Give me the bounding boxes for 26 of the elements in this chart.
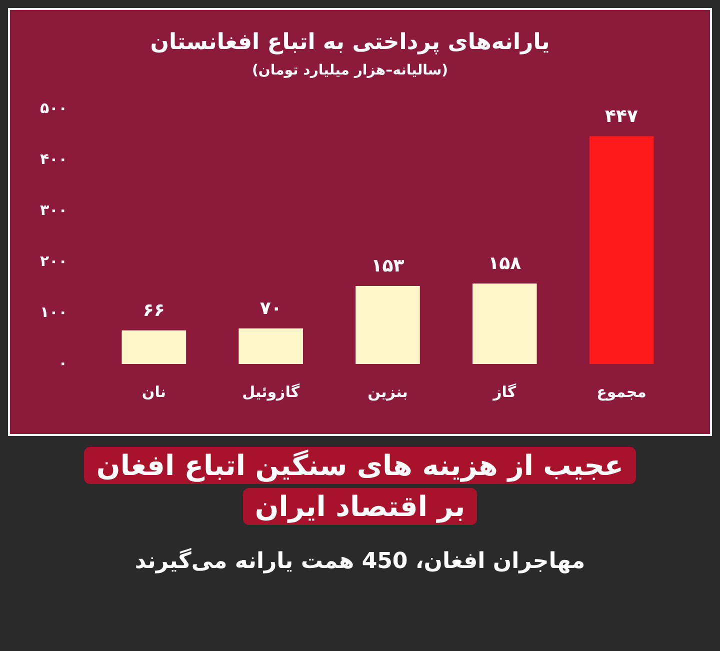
bar: [122, 330, 186, 364]
y-tick-label: ۱۰۰: [40, 302, 68, 321]
bar: [472, 283, 537, 364]
bar: [589, 136, 654, 364]
chart-subtitle: (سالیانه–هزار میلیارد تومان): [252, 62, 448, 78]
bar: [238, 328, 303, 364]
data-label: ۶۶: [142, 300, 165, 322]
data-label: ۴۴۷: [605, 106, 638, 127]
data-label: ۱۵۳: [371, 256, 404, 277]
text: عجیب از هزینه های سنگین اتباع افغان: [84, 447, 636, 484]
text: بر اقتصاد ایران: [242, 488, 478, 525]
data-label: ۱۵۸: [488, 253, 522, 274]
text: مهاجران افغان، 450 همت یارانه می‌گیرند: [134, 549, 586, 574]
data-label: ۷۰: [260, 298, 282, 319]
x-tick-label: مجموع: [596, 382, 646, 401]
y-tick-label: ۰: [58, 354, 68, 372]
x-tick-label: بنزین: [368, 382, 408, 401]
x-tick-label: نان: [142, 382, 166, 401]
y-tick-label: ۵۰۰: [40, 99, 68, 118]
y-tick-label: ۳۰۰: [40, 201, 68, 220]
x-tick-label: گاز: [492, 382, 516, 401]
x-tick-label: گازوئیل: [242, 382, 300, 401]
bar: [356, 286, 420, 364]
y-tick-label: ۲۰۰: [40, 252, 68, 270]
chart-title: یارانه‌های پرداختی به اتباع افغانستان: [150, 30, 550, 55]
y-tick-label: ۴۰۰: [40, 150, 68, 168]
